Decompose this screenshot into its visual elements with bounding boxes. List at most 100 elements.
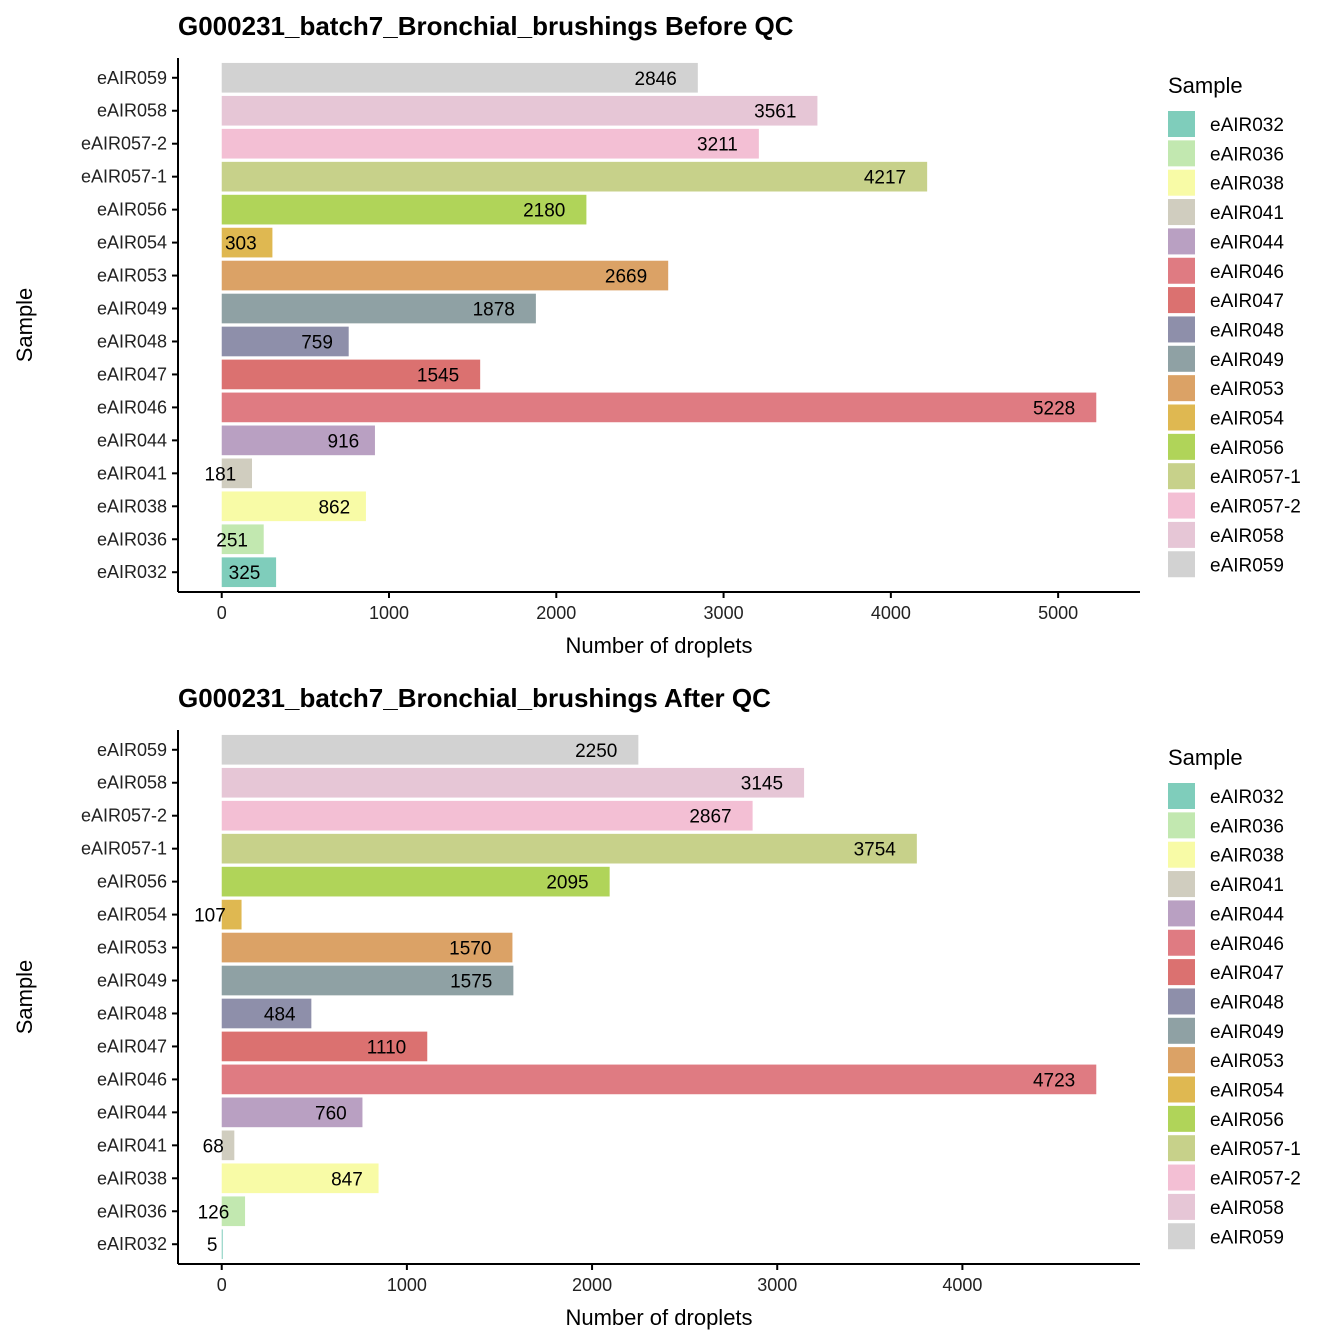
x-tick-label: 3000 <box>704 603 744 623</box>
x-axis-title: Number of droplets <box>565 633 752 658</box>
data-label-eAIR047: 1545 <box>417 365 459 386</box>
data-label-eAIR058: 3145 <box>741 774 783 795</box>
data-label-eAIR047: 1110 <box>367 1037 406 1058</box>
data-label-eAIR056: 2095 <box>546 873 588 894</box>
legend-title: Sample <box>1168 745 1243 770</box>
legend-label-eAIR048: eAIR048 <box>1210 992 1284 1013</box>
bar-eAIR038 <box>221 1163 379 1194</box>
y-tick-label: eAIR032 <box>97 562 167 582</box>
legend-key-eAIR046 <box>1168 929 1195 956</box>
data-label-eAIR038: 862 <box>318 497 350 518</box>
data-label-eAIR058: 3561 <box>754 102 796 123</box>
data-label-eAIR057-2: 2867 <box>689 807 731 828</box>
data-label-eAIR036: 126 <box>198 1202 230 1223</box>
legend-key-eAIR054 <box>1168 1076 1195 1103</box>
y-tick-label: eAIR044 <box>97 430 167 450</box>
legend-label-eAIR058: eAIR058 <box>1210 1198 1284 1219</box>
data-label-eAIR049: 1575 <box>450 972 492 993</box>
legend-key-eAIR047 <box>1168 287 1195 314</box>
data-label-eAIR046: 4723 <box>1033 1070 1075 1091</box>
bar-eAIR059 <box>221 62 698 93</box>
bar-eAIR058 <box>221 767 805 798</box>
y-tick-label: eAIR036 <box>97 1201 167 1221</box>
legend-label-eAIR044: eAIR044 <box>1210 232 1284 253</box>
x-tick-label: 0 <box>217 603 227 623</box>
y-tick-label: eAIR053 <box>97 938 167 958</box>
legend-label-eAIR054: eAIR054 <box>1210 1081 1284 1102</box>
data-label-eAIR044: 916 <box>328 431 360 452</box>
legend-key-eAIR053 <box>1168 1047 1195 1074</box>
legend-key-eAIR032 <box>1168 111 1195 137</box>
x-tick-label: 4000 <box>942 1275 982 1295</box>
data-label-eAIR054: 303 <box>225 234 257 255</box>
legend-label-eAIR057-2: eAIR057-2 <box>1210 497 1301 518</box>
x-tick-label: 0 <box>217 1275 227 1295</box>
bar-eAIR049 <box>221 965 514 996</box>
legend-key-eAIR057-2 <box>1168 1164 1195 1191</box>
bar-eAIR057-1 <box>221 833 917 864</box>
bar-eAIR047 <box>221 1031 428 1062</box>
x-axis-title: Number of droplets <box>565 1305 752 1330</box>
legend-key-eAIR056 <box>1168 433 1195 460</box>
bar-eAIR049 <box>221 293 536 324</box>
y-tick-label: eAIR057-2 <box>81 806 167 826</box>
x-tick-label: 1000 <box>369 603 409 623</box>
data-label-eAIR041: 68 <box>203 1136 224 1157</box>
y-tick-label: eAIR057-1 <box>81 167 167 187</box>
y-tick-label: eAIR046 <box>97 397 167 417</box>
bar-eAIR041 <box>221 458 253 489</box>
y-tick-label: eAIR056 <box>97 872 167 892</box>
bar-eAIR048 <box>221 326 349 357</box>
legend-label-eAIR032: eAIR032 <box>1210 787 1284 808</box>
legend-key-eAIR053 <box>1168 375 1195 402</box>
bar-eAIR059 <box>221 734 639 765</box>
x-tick-label: 5000 <box>1038 603 1078 623</box>
legend-key-eAIR038 <box>1168 169 1195 196</box>
legend-key-eAIR057-1 <box>1168 463 1195 490</box>
legend: Sample eAIR032 eAIR036 eAIR038 eAIR041 eAIR04… <box>1168 73 1301 578</box>
legend-label-eAIR049: eAIR049 <box>1210 350 1284 371</box>
bar-eAIR053 <box>221 260 669 291</box>
legend-key-eAIR049 <box>1168 1017 1195 1044</box>
legend-key-eAIR036 <box>1168 140 1195 167</box>
data-label-eAIR044: 760 <box>315 1103 347 1124</box>
legend-label-eAIR036: eAIR036 <box>1210 816 1284 837</box>
legend-label-eAIR053: eAIR053 <box>1210 379 1284 400</box>
data-label-eAIR049: 1878 <box>473 300 515 321</box>
bar-eAIR057-1 <box>221 161 928 192</box>
legend-key-eAIR054 <box>1168 404 1195 431</box>
legend-title: Sample <box>1168 73 1243 98</box>
legend: Sample eAIR032 eAIR036 eAIR038 eAIR041 eAIR04… <box>1168 745 1301 1250</box>
y-tick-label: eAIR036 <box>97 529 167 549</box>
bar-eAIR048 <box>221 998 312 1029</box>
legend-label-eAIR032: eAIR032 <box>1210 115 1284 136</box>
x-tick-label: 1000 <box>387 1275 427 1295</box>
data-label-eAIR056: 2180 <box>523 201 565 222</box>
legend-key-eAIR058 <box>1168 1193 1195 1220</box>
y-tick-label: eAIR032 <box>97 1234 167 1254</box>
y-tick-label: eAIR046 <box>97 1069 167 1089</box>
y-tick-label: eAIR058 <box>97 773 167 793</box>
legend-key-eAIR032 <box>1168 783 1195 809</box>
y-tick-label: eAIR057-2 <box>81 134 167 154</box>
bar-eAIR044 <box>221 425 375 456</box>
bar-eAIR056 <box>221 866 610 897</box>
legend-label-eAIR058: eAIR058 <box>1210 526 1284 547</box>
data-label-eAIR036: 251 <box>216 530 248 551</box>
bar-eAIR054 <box>221 899 242 930</box>
legend-label-eAIR046: eAIR046 <box>1210 934 1284 955</box>
legend-key-eAIR036 <box>1168 812 1195 839</box>
legend-label-eAIR048: eAIR048 <box>1210 320 1284 341</box>
legend-label-eAIR054: eAIR054 <box>1210 409 1284 430</box>
y-tick-label: eAIR053 <box>97 266 167 286</box>
legend-key-eAIR041 <box>1168 199 1195 226</box>
legend-key-eAIR041 <box>1168 871 1195 898</box>
legend-label-eAIR036: eAIR036 <box>1210 144 1284 165</box>
y-tick-label: eAIR054 <box>97 905 167 925</box>
y-tick-label: eAIR057-1 <box>81 839 167 859</box>
legend-key-eAIR038 <box>1168 841 1195 868</box>
bar-eAIR057-2 <box>221 128 759 159</box>
legend-key-eAIR048 <box>1168 316 1195 343</box>
data-label-eAIR048: 759 <box>301 332 333 353</box>
y-tick-label: eAIR041 <box>97 1135 167 1155</box>
